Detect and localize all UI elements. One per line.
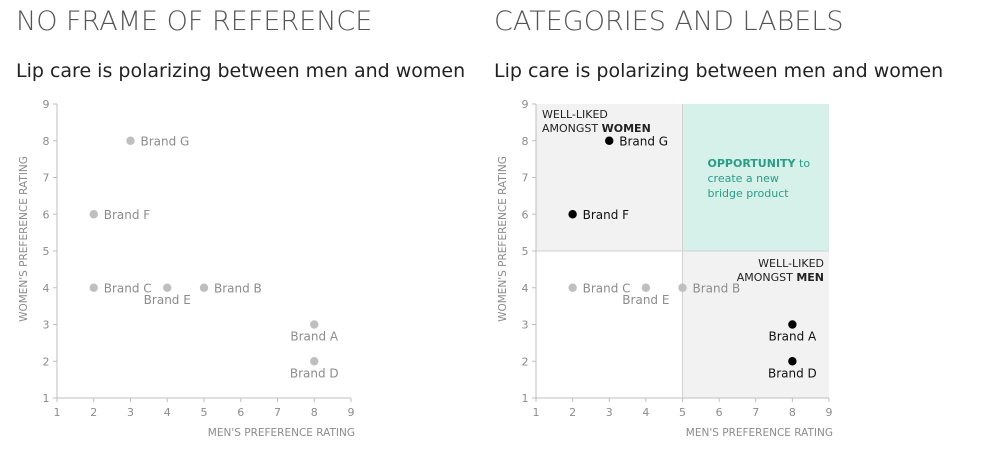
right-x-tick-label: 5 [679, 406, 686, 419]
right-y-tick-label: 9 [522, 98, 529, 111]
right-x-axis-title: MEN'S PREFERENCE RATING [686, 427, 833, 439]
left-y-tick-label: 8 [43, 135, 50, 148]
left-x-tick-label: 9 [348, 406, 355, 419]
right-quadrant-label-0-0: WELL-LIKED [542, 108, 608, 121]
right-quadrant-label-1-1: create a new [708, 172, 779, 185]
left-point-label-brand-b: Brand B [214, 281, 262, 295]
left-point-label-brand-e: Brand E [144, 293, 191, 307]
right-point-label-brand-c: Brand C [583, 281, 631, 295]
right-point-brand-c [568, 283, 577, 292]
right-point-label-brand-d: Brand D [768, 366, 817, 380]
left-panel-heading: NO FRAME OF REFERENCE [16, 6, 373, 37]
right-point-label-brand-g: Brand G [619, 134, 668, 148]
left-point-brand-c [89, 283, 98, 292]
right-point-brand-a [788, 320, 797, 329]
right-y-tick-label: 4 [522, 282, 529, 295]
left-point-label-brand-a: Brand A [290, 330, 339, 344]
left-y-tick-label: 4 [43, 282, 50, 295]
right-quadrant-label-1-0: OPPORTUNITY to [708, 157, 811, 170]
right-point-brand-f [568, 210, 577, 219]
left-point-brand-e [163, 283, 172, 292]
left-x-tick-label: 6 [237, 406, 244, 419]
right-quadrant-label-0-1: AMONGST WOMEN [542, 122, 651, 135]
right-chart-title: Lip care is polarizing between men and w… [494, 60, 944, 82]
left-y-tick-label: 2 [43, 355, 50, 368]
right-point-brand-d [788, 357, 797, 366]
right-y-tick-label: 7 [522, 172, 529, 185]
right-y-tick-label: 8 [522, 135, 529, 148]
right-quadrant-1 [682, 104, 829, 251]
left-point-brand-d [310, 357, 319, 366]
left-point-brand-b [199, 283, 209, 292]
left-y-tick-label: 9 [43, 98, 50, 111]
right-x-tick-label: 8 [789, 406, 796, 419]
right-point-label-brand-e: Brand E [622, 293, 669, 307]
left-point-label-brand-g: Brand G [141, 134, 190, 148]
right-point-label-brand-f: Brand F [583, 208, 630, 222]
right-y-tick-label: 3 [522, 319, 529, 332]
left-point-label-brand-d: Brand D [290, 366, 339, 380]
left-y-tick-label: 1 [43, 392, 50, 405]
right-quadrant-2 [682, 251, 829, 398]
right-x-tick-label: 3 [606, 406, 613, 419]
left-point-brand-g [126, 136, 135, 145]
right-y-tick-label: 2 [522, 355, 529, 368]
right-x-tick-label: 6 [716, 406, 723, 419]
left-x-tick-label: 8 [311, 406, 318, 419]
right-point-brand-e [641, 283, 651, 292]
left-point-label-brand-f: Brand F [104, 208, 151, 222]
left-x-tick-label: 3 [127, 406, 134, 419]
right-quadrant-0 [536, 104, 683, 251]
left-x-tick-label: 4 [164, 406, 171, 419]
left-y-tick-label: 3 [43, 319, 50, 332]
left-y-tick-label: 7 [43, 172, 50, 185]
right-panel-heading: CATEGORIES AND LABELS [494, 6, 844, 37]
right-x-tick-label: 4 [642, 406, 649, 419]
left-y-tick-label: 5 [43, 245, 50, 258]
left-x-tick-label: 1 [54, 406, 61, 419]
right-x-tick-label: 1 [533, 406, 540, 419]
right-quadrant-label-2-1: AMONGST MEN [737, 271, 824, 284]
left-point-brand-f [89, 210, 98, 219]
right-x-tick-label: 2 [569, 406, 576, 419]
left-y-tick-label: 6 [43, 208, 50, 221]
right-x-tick-label: 7 [752, 406, 759, 419]
left-point-label-brand-c: Brand C [104, 281, 152, 295]
right-x-tick-label: 9 [826, 406, 833, 419]
left-point-brand-a [310, 320, 319, 329]
left-x-axis-title: MEN'S PREFERENCE RATING [208, 427, 355, 439]
right-quadrant-label-2-0: WELL-LIKED [758, 257, 824, 270]
right-y-tick-label: 6 [522, 208, 529, 221]
right-point-brand-g [605, 136, 614, 145]
left-y-axis-title: WOMEN'S PREFERENCE RATING [18, 156, 30, 322]
right-point-brand-b [678, 283, 687, 292]
left-chart-title: Lip care is polarizing between men and w… [16, 60, 466, 82]
left-x-tick-label: 5 [201, 406, 208, 419]
right-y-tick-label: 1 [522, 392, 529, 405]
left-x-tick-label: 2 [90, 406, 97, 419]
right-point-label-brand-b: Brand B [693, 281, 741, 295]
right-quadrant-label-1-2: bridge product [708, 187, 790, 200]
right-y-axis-title: WOMEN'S PREFERENCE RATING [497, 156, 509, 322]
left-x-tick-label: 7 [274, 406, 281, 419]
right-y-tick-label: 5 [522, 245, 529, 258]
right-point-label-brand-a: Brand A [768, 330, 817, 344]
